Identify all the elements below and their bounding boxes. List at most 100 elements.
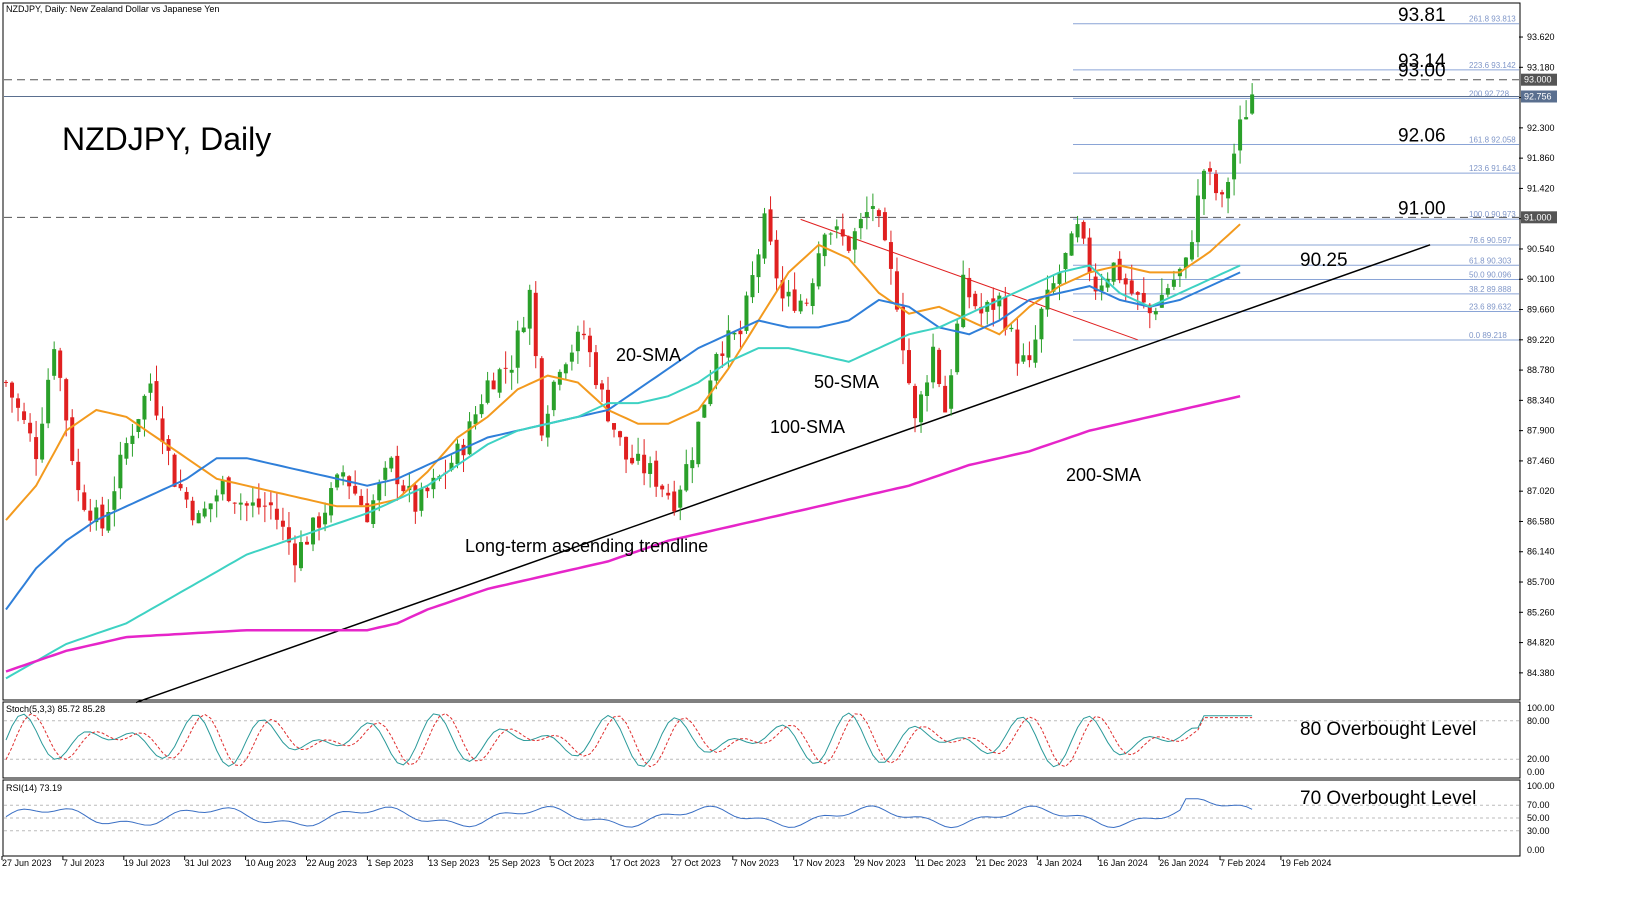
candle-body [1208,168,1212,172]
stochastic-layer: 100.00 80.00 20.00 0.00 [4,703,1555,777]
date-tick-label: 4 Jan 2024 [1037,858,1082,868]
chart-title: NZDJPY, Daily [62,121,271,157]
candle-body [305,541,309,545]
fib-level-label: 200 92.728 [1469,89,1510,98]
candle-body [202,508,207,517]
candle-body [46,379,51,424]
osc-tick-label: 30.00 [1527,826,1550,836]
date-axis: 27 Jun 2023 7 Jul 2023 19 Jul 2023 31 Jul 2… [1,856,1331,868]
candle-body [882,212,887,241]
date-tick-label: 17 Nov 2023 [794,858,845,868]
candle-body [359,495,364,506]
moving-average-layer [5,223,1241,680]
candle-body [1111,262,1116,282]
fib-level-label: 100.0 90.973 [1469,210,1516,219]
chart-annotation: 100-SMA [770,417,845,437]
rsi-level-note: 70 Overbought Level [1300,788,1476,809]
candle-body [563,364,568,374]
price-axis: 93.62093.18092.74092.30091.86091.42090.9… [1519,32,1557,678]
candle-body [467,421,472,455]
candle-body [455,443,460,465]
candle-body [750,275,755,298]
candle-body [876,210,881,217]
date-tick-label: 22 Aug 2023 [307,858,358,868]
candle-body [630,457,635,464]
price-tick-label: 87.460 [1527,456,1555,466]
candle-body [780,280,785,299]
candle-body [268,502,273,506]
candle-body [1189,242,1194,260]
candle-body [642,454,647,474]
candle-body [702,404,707,418]
candle-body [353,485,358,494]
candle-body [545,413,550,438]
candle-body [244,503,249,506]
osc-tick-label: 80.00 [1527,716,1550,726]
candle-body [569,352,574,362]
date-tick-label: 11 Dec 2023 [916,858,966,868]
candle-body [1057,272,1062,284]
osc-tick-label: 100.00 [1527,781,1555,791]
candle-body [539,358,544,436]
candle-body [888,242,893,269]
candle-body [341,472,346,477]
date-tick-label: 7 Jul 2023 [63,858,105,868]
candle-body [64,379,69,421]
candle-body [636,453,641,461]
candle-body [1220,192,1225,195]
rsi-layer: 100.00 70.00 50.00 30.00 0.00 [4,781,1555,855]
price-tag-box [1521,211,1557,224]
candle-body [28,422,33,434]
candle-body [1135,292,1140,295]
candle-body [383,467,388,480]
candle-body [822,234,827,257]
price-tag-box [1521,73,1557,86]
candle-body [329,488,334,516]
candle-body [840,229,845,237]
candle-body [720,353,725,356]
candle-body [317,516,322,528]
candle-body [612,423,617,430]
candle-body [654,460,659,487]
candle-body [738,330,743,335]
date-tick-label: 31 Jul 2023 [185,858,232,868]
candle-body [1063,252,1068,270]
ascending-trendline [135,244,1431,704]
price-tick-label: 87.900 [1527,426,1555,436]
candle-body [1171,279,1176,287]
candle-body [250,502,255,506]
candle-body [1244,117,1249,120]
candle-body [732,332,737,335]
stoch-label: Stoch(5,3,3) 85.72 85.28 [6,704,105,714]
candle-body [925,382,930,397]
candle-body [1027,355,1032,361]
fib-level-label: 161.8 92.058 [1469,136,1516,145]
candle-body [286,527,291,543]
price-tick-label: 91.420 [1527,183,1555,193]
candle-body [967,277,972,298]
key-level-label: 92.06 [1398,125,1446,146]
candle-body [1003,296,1008,330]
key-level-label: 93.14 [1398,51,1446,72]
candle-body [323,512,328,525]
candle-body [1226,181,1231,199]
candle-body [1039,308,1044,340]
candle-body [804,302,809,304]
rsi-label: RSI(14) 73.19 [6,783,62,793]
candle-body [371,500,376,525]
candle-body [395,455,400,485]
candle-body [852,231,857,250]
candle-body [449,462,454,471]
candle-body [1051,283,1056,292]
price-tick-label: 84.820 [1527,638,1555,648]
candle-body [389,457,394,469]
candle-body [696,421,701,465]
date-tick-label: 27 Oct 2023 [672,858,721,868]
symbol-header: NZDJPY, Daily: New Zealand Dollar vs Jap… [6,4,219,14]
candle-body [154,381,159,416]
candle-body [106,512,111,531]
candle-body [1165,288,1170,295]
price-tick-label: 90.100 [1527,274,1555,284]
candle-body [792,289,797,311]
